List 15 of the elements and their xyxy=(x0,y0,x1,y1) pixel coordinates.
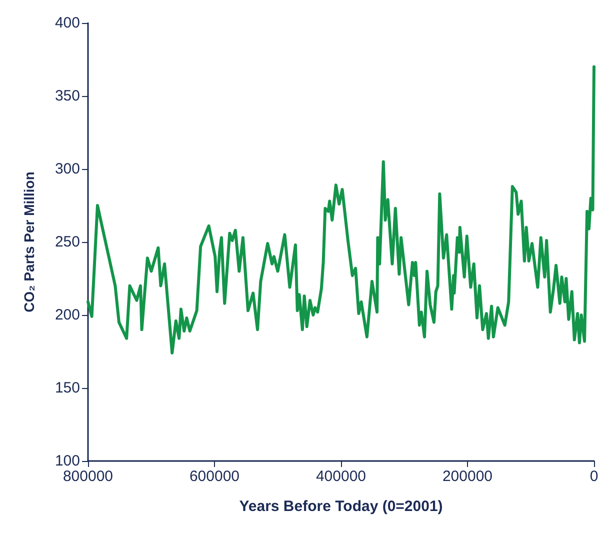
y-tick-label: 200 xyxy=(54,306,80,324)
y-tick-label: 350 xyxy=(54,88,80,104)
y-tick-label: 400 xyxy=(54,14,80,32)
x-tick-label: 200000 xyxy=(442,468,493,485)
y-tick-label: 300 xyxy=(54,160,80,178)
x-axis-title: Years Before Today (0=2001) xyxy=(239,498,443,515)
x-tick-label: 0 xyxy=(590,468,598,485)
y-tick-label: 250 xyxy=(54,234,80,250)
x-tick-label: 600000 xyxy=(189,468,240,485)
y-axis-title: CO₂ Parts Per Million xyxy=(21,172,37,312)
x-tick-label: 800000 xyxy=(62,468,114,485)
x-tick-label: 400000 xyxy=(316,468,366,485)
y-tick-label: 100 xyxy=(54,452,80,470)
y-tick-label: 150 xyxy=(54,380,80,396)
line-series xyxy=(86,65,596,354)
